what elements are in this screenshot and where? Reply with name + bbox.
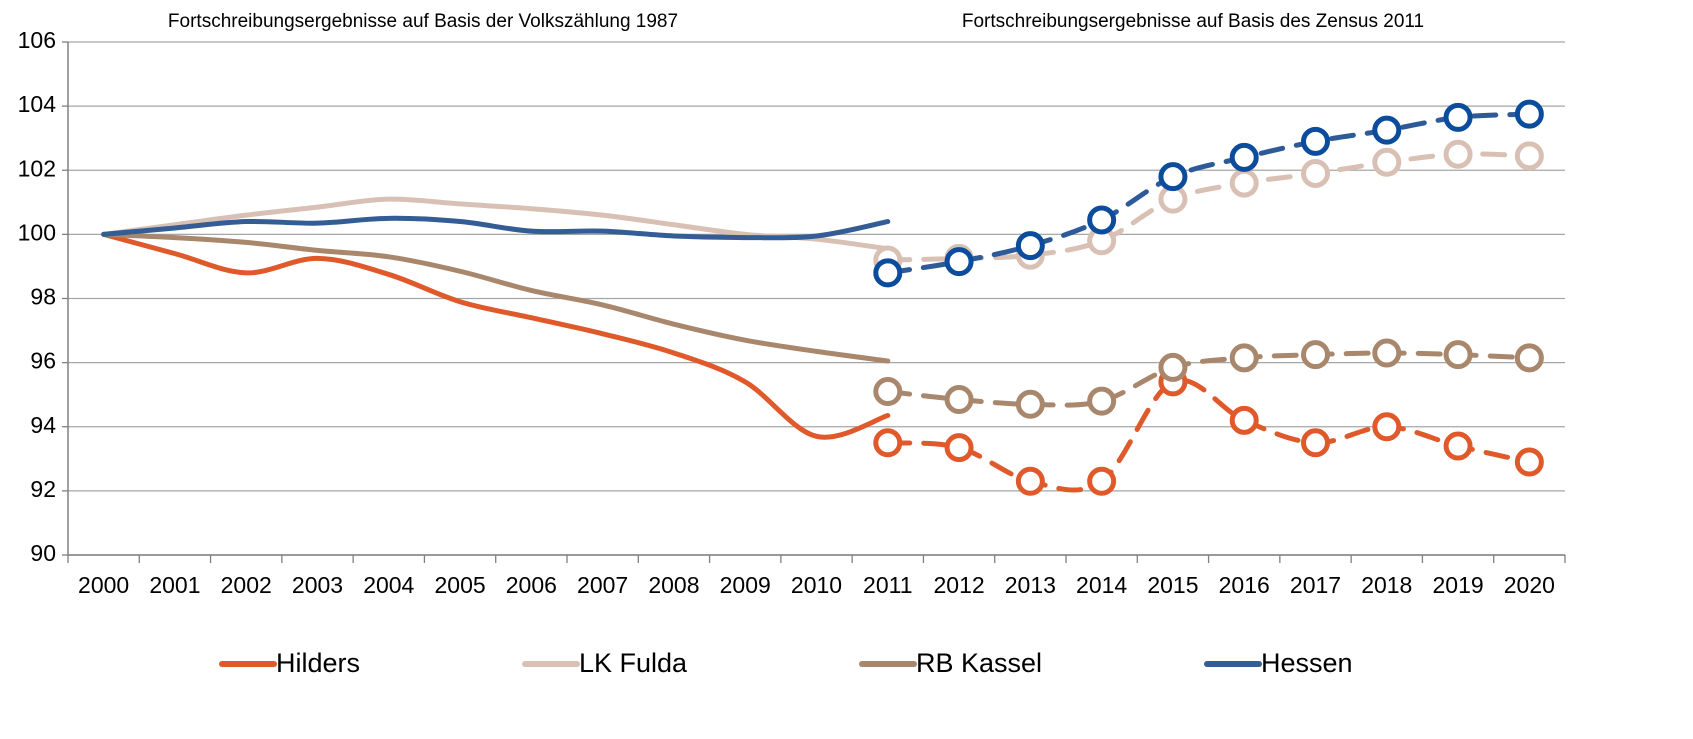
data-point: [944, 384, 974, 414]
x-tick-label: 2012: [933, 572, 984, 598]
series-line: [885, 350, 1532, 408]
x-tick-label: 2017: [1290, 572, 1341, 598]
x-tick-label: 2000: [78, 572, 129, 598]
data-point: [1301, 340, 1330, 370]
x-tick-label: 2005: [434, 572, 485, 598]
y-tick-label: 90: [30, 540, 56, 566]
data-point: [1443, 102, 1473, 132]
x-tick-label: 2011: [863, 572, 912, 598]
data-point: [1301, 126, 1330, 156]
data-point: [1015, 389, 1045, 419]
y-tick-label: 98: [30, 284, 56, 310]
data-point: [1372, 412, 1402, 442]
y-tick-label: 94: [30, 412, 56, 438]
y-tick-label: 102: [18, 155, 56, 181]
legend-label: Hessen: [1261, 648, 1353, 678]
data-point: [1372, 115, 1402, 145]
x-tick-label: 2013: [1005, 572, 1056, 598]
y-tick-label: 106: [18, 27, 56, 53]
data-point: [873, 258, 903, 288]
data-point: [1229, 343, 1259, 373]
series-line: [885, 111, 1532, 276]
data-point: [1229, 168, 1259, 198]
data-point: [1087, 205, 1117, 235]
series-line: [885, 151, 1532, 263]
data-point: [1158, 162, 1188, 192]
annotation: Fortschreibungsergebnisse auf Basis der …: [168, 11, 678, 32]
x-tick-label: 2020: [1504, 572, 1555, 598]
x-tick-label: 2001: [149, 572, 200, 598]
data-point: [1443, 340, 1473, 370]
legend-label: RB Kassel: [916, 648, 1042, 678]
x-tick-label: 2008: [648, 572, 699, 598]
data-point: [1443, 139, 1473, 169]
x-tick-label: 2019: [1432, 572, 1483, 598]
series-line: [101, 231, 891, 364]
data-point: [944, 247, 974, 277]
y-tick-label: 100: [18, 219, 56, 245]
data-point: [1087, 466, 1117, 496]
series-line: [101, 196, 891, 252]
legend-label: LK Fulda: [579, 648, 688, 678]
x-tick-label: 2003: [292, 572, 343, 598]
annotation: Fortschreibungsergebnisse auf Basis des …: [962, 11, 1424, 32]
x-tick-label: 2004: [363, 572, 414, 598]
data-point: [1372, 147, 1402, 177]
x-tick-label: 2015: [1147, 572, 1198, 598]
x-tick-label: 2014: [1076, 572, 1127, 598]
data-point: [1514, 447, 1544, 477]
series-line: [885, 377, 1532, 493]
x-tick-label: 2002: [221, 572, 272, 598]
data-point: [944, 433, 974, 463]
x-tick-label: 2018: [1361, 572, 1412, 598]
data-point: [1301, 428, 1330, 458]
data-point: [1015, 231, 1045, 261]
series-line: [101, 215, 891, 241]
data-point: [1087, 386, 1117, 416]
data-point: [1015, 466, 1045, 496]
data-point: [1301, 158, 1330, 188]
x-tick-label: 2006: [506, 572, 557, 598]
data-point: [1443, 431, 1473, 461]
data-point: [1372, 338, 1402, 368]
x-tick-label: 2010: [791, 572, 842, 598]
data-point: [1158, 352, 1188, 382]
series-line: [101, 231, 891, 440]
x-tick-label: 2016: [1219, 572, 1270, 598]
legend-label: Hilders: [276, 648, 360, 678]
data-point: [873, 428, 903, 458]
data-point: [873, 376, 903, 406]
data-point: [1229, 405, 1259, 435]
data-point: [1514, 99, 1544, 129]
y-tick-label: 96: [30, 348, 56, 374]
y-tick-label: 104: [18, 91, 57, 117]
data-point: [1229, 142, 1259, 172]
data-point: [1514, 343, 1544, 373]
x-tick-label: 2007: [577, 572, 628, 598]
data-point: [1514, 141, 1544, 171]
y-tick-label: 92: [30, 476, 56, 502]
x-tick-label: 2009: [720, 572, 771, 598]
